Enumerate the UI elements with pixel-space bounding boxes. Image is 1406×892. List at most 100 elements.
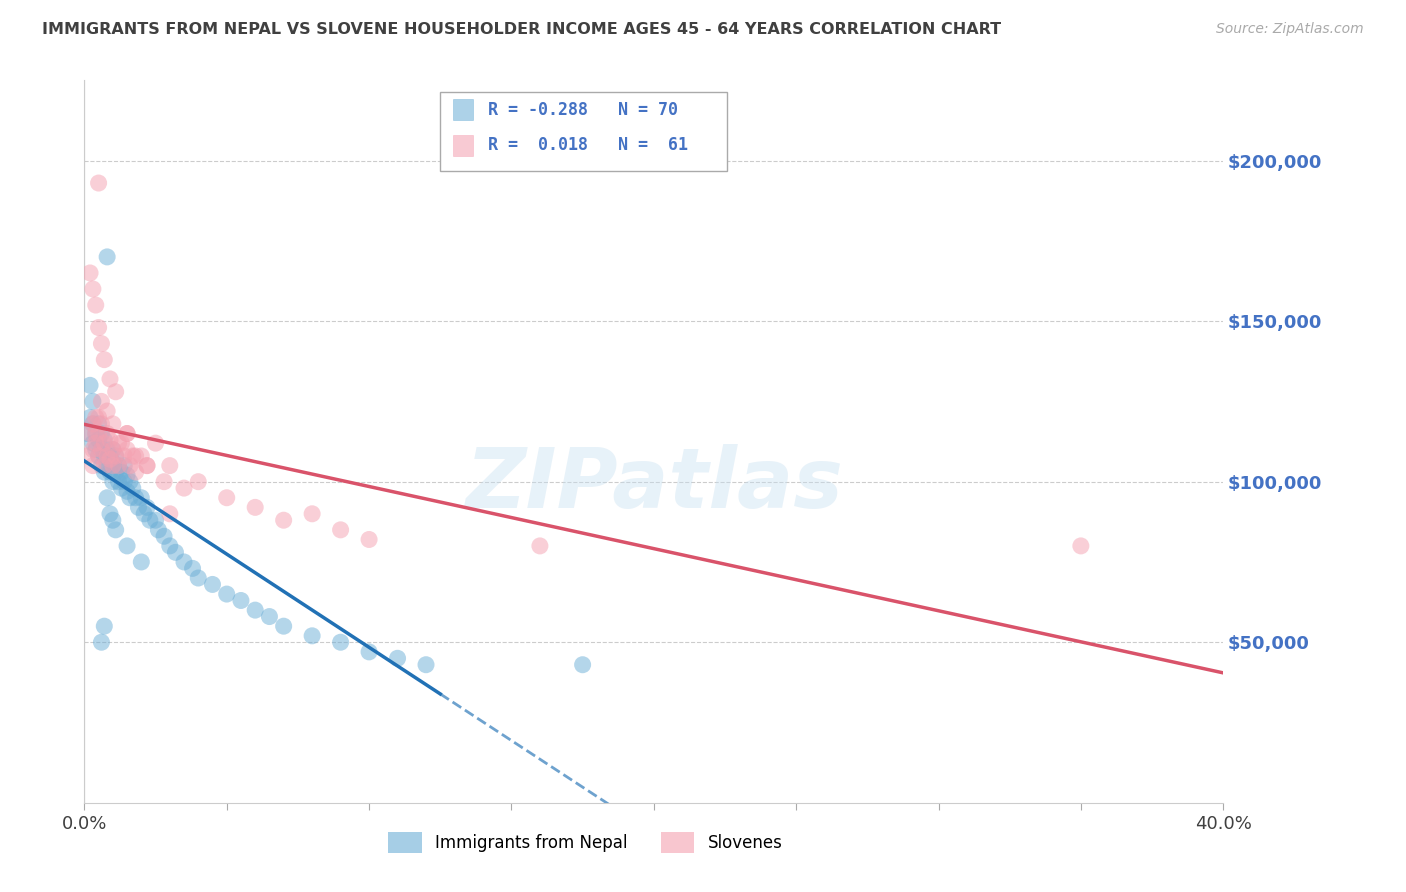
Point bbox=[107, 458, 129, 473]
Point bbox=[245, 603, 267, 617]
Point bbox=[90, 458, 112, 473]
Point bbox=[84, 410, 107, 425]
Point bbox=[110, 436, 132, 450]
Point bbox=[112, 458, 135, 473]
Point bbox=[93, 436, 115, 450]
Point bbox=[101, 442, 124, 457]
Point bbox=[90, 442, 112, 457]
Point bbox=[96, 491, 118, 505]
Point bbox=[87, 320, 110, 334]
Point bbox=[201, 577, 224, 591]
Point bbox=[571, 657, 593, 672]
Point bbox=[359, 533, 381, 547]
Point bbox=[329, 523, 352, 537]
Point bbox=[115, 468, 138, 483]
Point bbox=[84, 426, 107, 441]
Point bbox=[115, 539, 138, 553]
Point bbox=[107, 475, 129, 489]
Point bbox=[110, 465, 132, 479]
Point bbox=[148, 523, 170, 537]
Point bbox=[96, 426, 118, 441]
Point bbox=[153, 529, 176, 543]
Point bbox=[101, 455, 124, 469]
Point bbox=[79, 378, 101, 392]
Point bbox=[93, 458, 115, 473]
Point bbox=[187, 475, 209, 489]
Point bbox=[93, 449, 115, 463]
Point bbox=[107, 458, 129, 473]
Point bbox=[101, 513, 124, 527]
Point bbox=[112, 475, 135, 489]
Point bbox=[104, 523, 127, 537]
Point bbox=[98, 433, 121, 447]
Point bbox=[173, 555, 195, 569]
Point bbox=[115, 442, 138, 457]
Point bbox=[153, 475, 176, 489]
Point bbox=[96, 250, 118, 264]
Point bbox=[136, 500, 159, 515]
Point bbox=[93, 465, 115, 479]
Point bbox=[101, 442, 124, 457]
Point bbox=[215, 491, 238, 505]
Point bbox=[87, 410, 110, 425]
Point bbox=[82, 282, 104, 296]
Point bbox=[118, 491, 141, 505]
Point bbox=[134, 507, 156, 521]
Point bbox=[90, 394, 112, 409]
Point bbox=[187, 571, 209, 585]
Point bbox=[165, 545, 187, 559]
Point bbox=[215, 587, 238, 601]
Point bbox=[90, 635, 112, 649]
Point bbox=[118, 475, 141, 489]
Point bbox=[87, 449, 110, 463]
Point bbox=[110, 481, 132, 495]
Point bbox=[131, 449, 153, 463]
Point bbox=[139, 513, 162, 527]
Point bbox=[90, 426, 112, 441]
Point bbox=[259, 609, 281, 624]
Point bbox=[98, 465, 121, 479]
Point bbox=[96, 404, 118, 418]
Point bbox=[98, 449, 121, 463]
Point bbox=[93, 433, 115, 447]
Point bbox=[115, 426, 138, 441]
Point bbox=[87, 426, 110, 441]
Point bbox=[124, 449, 146, 463]
Point bbox=[82, 442, 104, 457]
Point bbox=[90, 417, 112, 431]
Point bbox=[387, 651, 409, 665]
Point bbox=[87, 417, 110, 431]
Point bbox=[415, 657, 437, 672]
Point bbox=[84, 426, 107, 441]
Point bbox=[93, 352, 115, 367]
Point bbox=[529, 539, 551, 553]
Point bbox=[115, 426, 138, 441]
Point bbox=[98, 372, 121, 386]
Point bbox=[96, 442, 118, 457]
Point bbox=[79, 266, 101, 280]
Point bbox=[329, 635, 352, 649]
Point bbox=[145, 513, 167, 527]
Point bbox=[104, 465, 127, 479]
Point bbox=[87, 433, 110, 447]
Point bbox=[96, 458, 118, 473]
Point bbox=[159, 539, 181, 553]
Point bbox=[127, 500, 149, 515]
Point bbox=[124, 465, 146, 479]
Point bbox=[136, 458, 159, 473]
Point bbox=[104, 449, 127, 463]
Point bbox=[101, 458, 124, 473]
Point bbox=[136, 458, 159, 473]
Point bbox=[173, 481, 195, 495]
Point bbox=[112, 449, 135, 463]
Point bbox=[82, 436, 104, 450]
Text: R = -0.288   N = 70: R = -0.288 N = 70 bbox=[488, 101, 678, 119]
Point bbox=[273, 619, 295, 633]
Point bbox=[101, 417, 124, 431]
Point bbox=[82, 394, 104, 409]
Point bbox=[245, 500, 267, 515]
Point bbox=[104, 449, 127, 463]
Point bbox=[159, 507, 181, 521]
Point bbox=[145, 436, 167, 450]
Point bbox=[93, 619, 115, 633]
